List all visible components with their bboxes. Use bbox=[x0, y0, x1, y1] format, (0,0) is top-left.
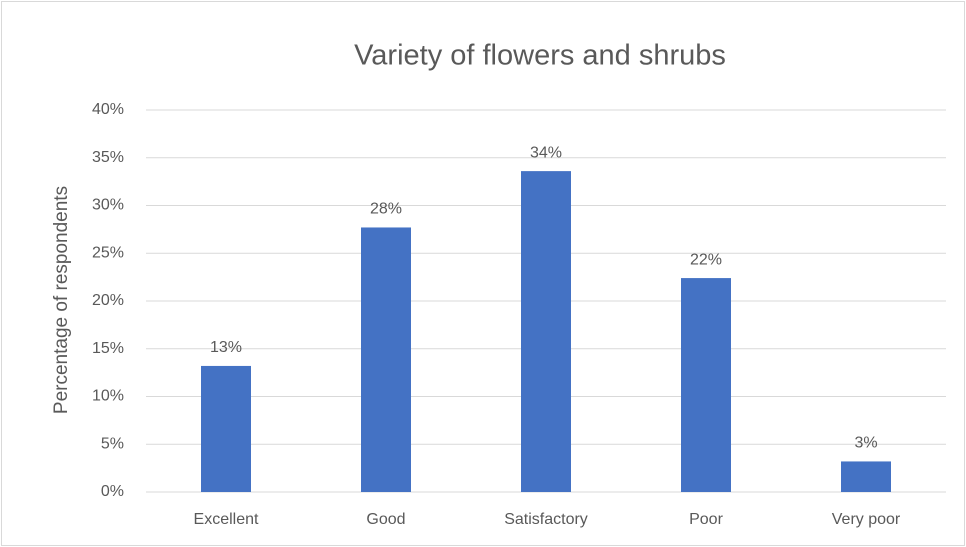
y-tick-label: 10% bbox=[92, 388, 124, 405]
x-tick-label: Very poor bbox=[832, 511, 901, 528]
data-label: 34% bbox=[530, 144, 562, 161]
bar bbox=[361, 227, 411, 492]
bar bbox=[201, 365, 251, 492]
y-tick-label: 5% bbox=[101, 435, 124, 452]
bar bbox=[681, 278, 731, 492]
bar bbox=[841, 461, 891, 492]
y-tick-label: 40% bbox=[92, 101, 124, 118]
chart-title: Variety of flowers and shrubs bbox=[354, 40, 726, 72]
data-label: 3% bbox=[854, 435, 877, 452]
data-label: 13% bbox=[210, 339, 242, 356]
y-tick-label: 0% bbox=[101, 483, 124, 500]
data-label: 22% bbox=[690, 251, 722, 268]
y-tick-label: 20% bbox=[92, 292, 124, 309]
y-axis-label: Percentage of respondents bbox=[51, 186, 72, 414]
x-tick-label: Poor bbox=[689, 511, 723, 528]
x-tick-label: Satisfactory bbox=[504, 511, 588, 528]
y-tick-label: 15% bbox=[92, 340, 124, 357]
y-tick-label: 30% bbox=[92, 197, 124, 214]
x-tick-label: Good bbox=[366, 511, 405, 528]
data-label: 28% bbox=[370, 201, 402, 218]
y-tick-label: 35% bbox=[92, 149, 124, 166]
y-tick-label: 25% bbox=[92, 244, 124, 261]
x-tick-label: Excellent bbox=[194, 511, 259, 528]
bar bbox=[521, 171, 571, 492]
